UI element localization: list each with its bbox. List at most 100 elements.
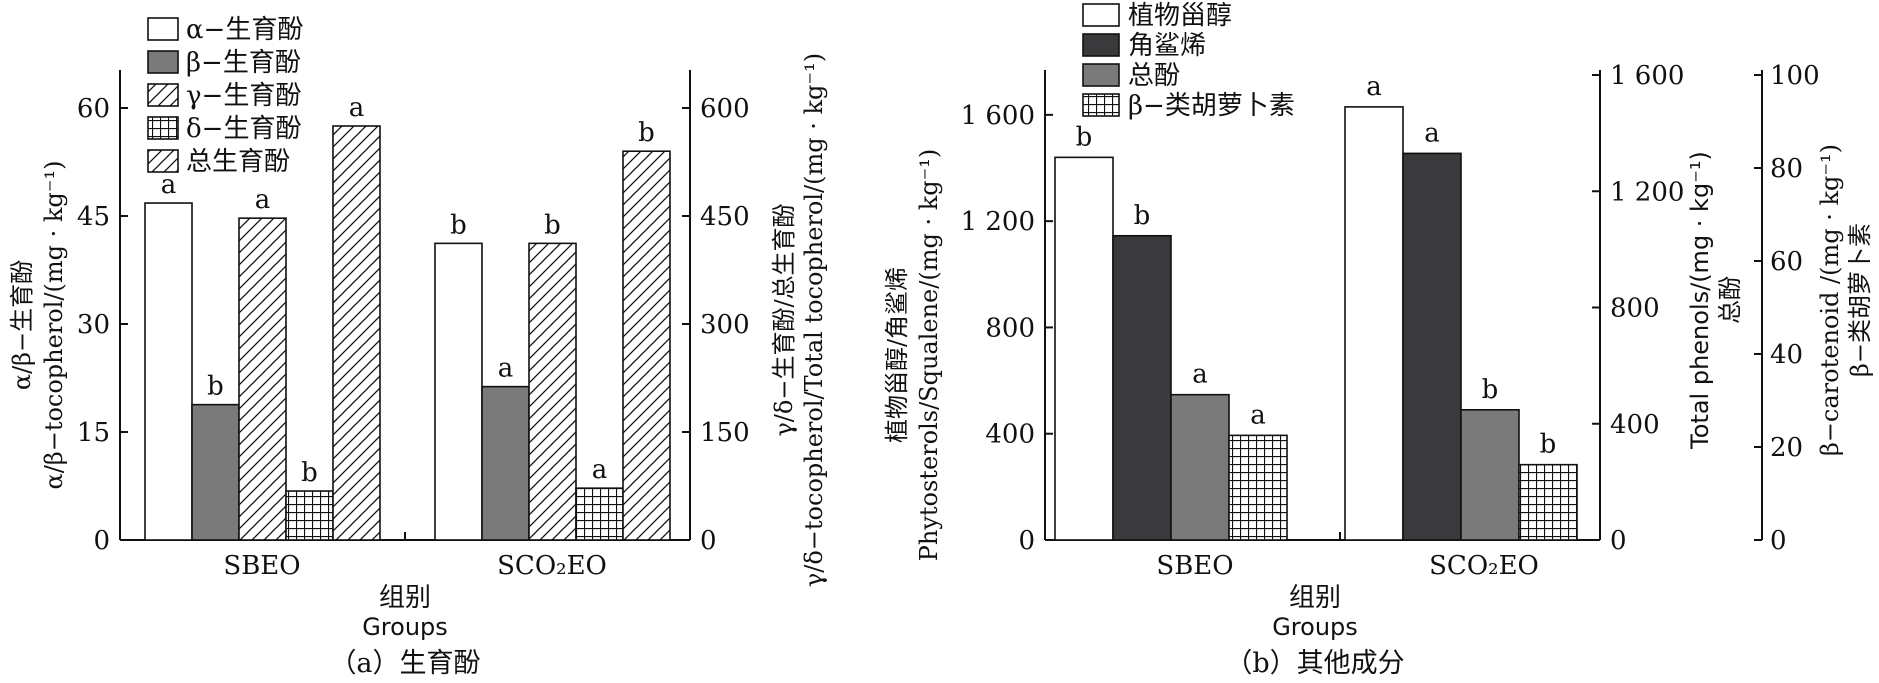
panel-a-left-tick-label: 0 [93,526,110,556]
panel-b-left-axis-label: 植物甾醇/角鲨烯 [883,267,911,443]
panel-b-bar [1054,156,1114,541]
panel-b-bar [1460,408,1520,541]
panel-b-right-axis2-label-en: β−carotenoid /(mg · kg⁻¹) [1816,144,1844,456]
panel-a-legend-swatch [147,50,179,74]
panel-b-bar [1112,234,1172,541]
panel-b-legend-swatch [1082,33,1120,57]
panel-a-right-tick-label: 0 [700,526,717,556]
panel-a-bar [238,217,287,541]
panel-b-caption: （b）其他成分 [1225,648,1404,679]
panel-b-right2-tick-label: 80 [1770,154,1803,184]
panel-b-right1-tick-label: 800 [1610,294,1660,324]
panel-b-ticks: 0 400 800 1 200 1 600 0 400 800 1 200 1 600 0 20 40 6… [961,61,1820,556]
panel-b-legend-swatch [1082,93,1120,117]
panel-a-caption: （a）生育酚 [329,648,480,679]
panel-b-bar [1402,152,1462,541]
panel-b-legend-swatch [1082,63,1120,87]
panel-a-right-axis-label: γ/δ−生育酚/总生育酚 [770,203,798,436]
panel-b-right2-tick-label: 60 [1770,247,1803,277]
panel-a-bar [575,487,624,541]
panel-b-right1-tick-label: 1 200 [1610,177,1684,207]
panel-b-left-tick-label: 0 [1018,526,1035,556]
panel-a-significance-letter: b [207,372,224,402]
panel-b-legend-swatch [1082,3,1120,27]
panel-b-right1-tick-label: 0 [1610,526,1627,556]
panel-b-legend-label: 植物甾醇 [1128,1,1232,31]
panel-b-significance-letter: a [1424,118,1440,148]
panel-a-right-axis-label-en: γ/δ−tocopherol/Total tocopherol/(mg · kg… [800,53,828,587]
panel-a-left-tick-label: 60 [77,94,110,124]
panel-b-right-axis1-label: 总酚 [1716,276,1744,324]
panel-a-right-tick-label: 450 [700,202,750,232]
panel-a-significance-letter: b [301,458,318,488]
panel-b-legend-label: 总酚 [1128,61,1180,91]
panel-b-xlabel: 组别 [1289,583,1341,613]
panel-b-left-tick-label: 400 [985,420,1035,450]
panel-a-left-tick-label: 15 [77,418,110,448]
panel-a-legend-swatch [147,83,179,107]
panel-b-right2-tick-label: 20 [1770,433,1803,463]
panel-a-bar [285,490,334,541]
panel-b-left-tick-label: 1 200 [961,207,1035,237]
panel-a-legend-label: δ−生育酚 [186,114,301,144]
panel-a-bar [622,150,671,541]
panel-a-xlabel: 组别 [379,583,431,613]
panel-a-bar [434,242,483,541]
panel-a-bar [191,403,240,541]
panel-a-legend-label: β−生育酚 [186,48,301,78]
panel-b-category-sbeo: SBEO [1156,551,1233,581]
panel-a-significance-letter: a [498,354,514,384]
panel-b-right2-tick-label: 40 [1770,340,1803,370]
panel-b-right2-tick-label: 0 [1770,526,1787,556]
panel-b-right2-tick-label: 100 [1770,61,1820,91]
panel-b-significance-letter: b [1076,122,1093,152]
panel-a-significance-letter: b [638,118,655,148]
panel-a-bar [144,202,193,541]
panel-a-significance-letter: a [349,93,365,123]
panel-b-legend-label: 角鲨烯 [1128,31,1206,61]
panel-a-left-axis-label: α/β−生育酚 [8,260,36,390]
panel-b-significance-letter: a [1250,400,1266,430]
panel-b-category-sco2eo: SCO₂EO [1429,551,1539,581]
panel-a-legend-swatch [147,149,179,173]
panel-b-bar [1344,106,1404,541]
panel-a-legend-swatch [147,116,179,140]
panel-a-left-tick-label: 45 [77,202,110,232]
panel-a-significance-letter: a [161,170,177,200]
panel-b-significance-letter: b [1482,375,1499,405]
panel-a-significance-letter: b [450,210,467,240]
panel-b-significance-letter: a [1366,72,1382,102]
panel-a-category-sbeo: SBEO [223,551,300,581]
panel-a-bar [332,125,381,541]
panel-a-xlabel-en: Groups [362,613,448,641]
panel-b-right1-tick-label: 1 600 [1610,61,1684,91]
panel-a-legend-swatch [147,17,179,41]
panel-a-left-tick-label: 30 [77,310,110,340]
panel-b-right1-tick-label: 400 [1610,410,1660,440]
panel-b-left-axis-label-en: Phytosterols/Squalene/(mg · kg⁻¹) [915,149,943,562]
panel-b-right-axis2-label: β−类胡萝卜素 [1846,223,1874,377]
panel-a-legend-label: α−生育酚 [186,15,303,45]
panel-a-significance-letter: b [544,210,561,240]
panel-a-legend-label: γ−生育酚 [186,81,301,111]
panel-b-significance-letter: a [1192,360,1208,390]
panel-b-bar [1170,393,1230,541]
panel-a-left-axis-label-en: α/β−tocopherol/(mg · kg⁻¹) [40,161,68,490]
panel-a-right-tick-label: 300 [700,310,750,340]
panel-a-category-sco2eo: SCO₂EO [497,551,607,581]
panel-b-bar [1228,434,1288,541]
panel-b-bars: b a b a a b a b [1054,72,1578,541]
panel-a-bars: a b b a a b b a a b [144,93,671,541]
panel-b-xlabel-en: Groups [1272,613,1358,641]
panel-a-bar [528,242,577,541]
panel-b-right-axis1-label-en: Total phenols/(mg · kg⁻¹) [1686,151,1714,450]
panel-b-significance-letter: b [1134,201,1151,231]
panel-a-right-tick-label: 600 [700,94,750,124]
panel-a-significance-letter: a [255,185,271,215]
